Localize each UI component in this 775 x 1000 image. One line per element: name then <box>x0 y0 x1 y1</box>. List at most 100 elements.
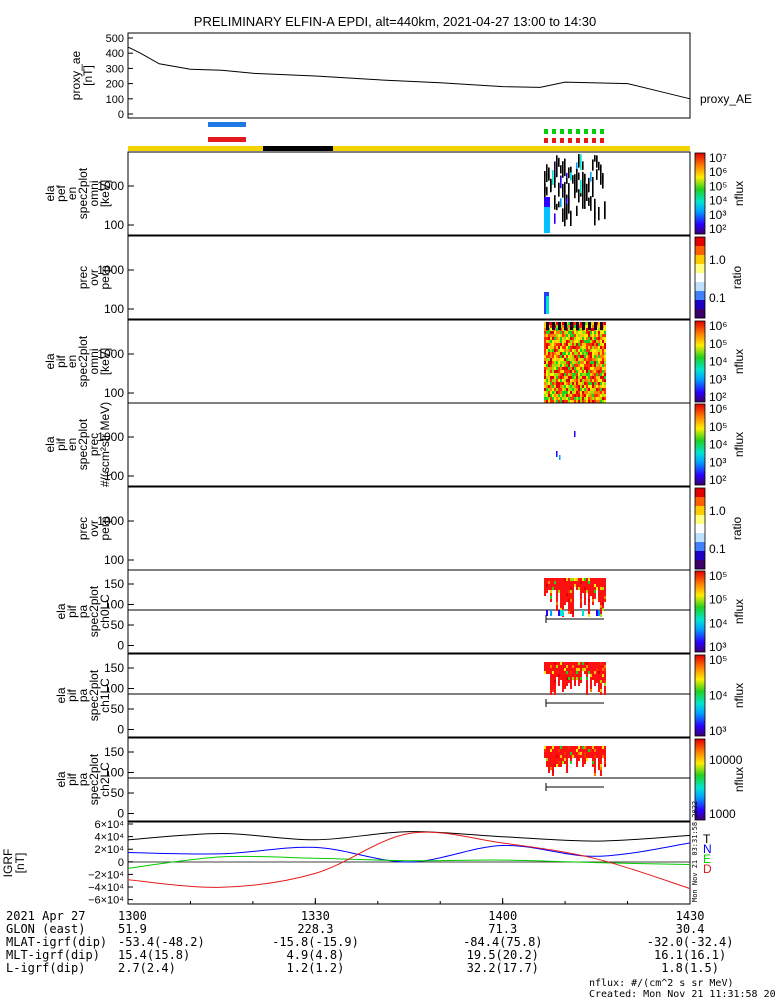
spectrogram-pixel <box>578 189 580 203</box>
spectrogram-pixel <box>592 322 594 325</box>
spectrogram-pixel <box>596 349 598 352</box>
proxy-ae-ytick-label: 100 <box>106 94 124 106</box>
spectrogram-pixel <box>560 581 562 584</box>
spectrogram-pixel <box>588 370 590 373</box>
panel-ylabel-line: #/(scm²str MeV) <box>98 402 112 487</box>
spectrogram-pixel <box>586 752 588 755</box>
spectrogram-pixel <box>562 352 564 355</box>
spectrogram-pixel <box>580 677 582 680</box>
spectrogram-pixel <box>586 394 588 397</box>
spectrogram-pixel <box>572 668 574 671</box>
spectrogram-pixel <box>570 331 572 334</box>
spectrogram-pixel <box>576 367 578 370</box>
spectrogram-pixel <box>556 749 558 752</box>
spectrogram-pixel <box>572 370 574 373</box>
proxy-ae-frame <box>127 32 691 119</box>
spectrogram-pixel <box>592 343 594 346</box>
spectrogram-pixel <box>586 370 588 373</box>
red-marker-bar <box>208 137 246 142</box>
spectrogram-pixel <box>564 394 566 397</box>
spectrogram-pixel <box>596 581 598 584</box>
spectrogram-pixel <box>592 340 594 343</box>
spectrogram-pixel <box>594 578 596 581</box>
colorbar-label: nflux <box>732 181 746 206</box>
spectrogram-pixel <box>586 746 588 749</box>
panel-colorbar-frame <box>694 403 706 486</box>
spectrogram-pixel <box>576 755 578 758</box>
spectrogram-pixel <box>564 340 566 343</box>
spectrogram-pixel <box>596 677 598 680</box>
spectrogram-pixel <box>548 581 550 584</box>
spectrogram-pixel <box>598 370 600 373</box>
spectrogram-pixel <box>548 382 550 385</box>
spectrogram-pixel <box>558 758 560 761</box>
spectrogram-pixel <box>544 391 546 394</box>
spectrogram-pixel <box>604 587 606 590</box>
spectrogram-pixel <box>550 749 552 752</box>
spectrogram-pixel <box>584 749 586 752</box>
spectrogram-pixel <box>602 584 604 587</box>
spectrogram-pixel <box>600 370 602 373</box>
spectrogram-pixel <box>558 337 560 340</box>
spectrogram-pixel <box>558 674 560 677</box>
spectrogram-pixel <box>548 346 550 349</box>
spectrogram-pixel <box>586 584 588 587</box>
spectrogram-pixel <box>604 391 606 394</box>
panel-elx-pif-pa-ch2: elapifpaspec2plotch2LC150100500100001000… <box>54 737 746 822</box>
spectrogram-pixel <box>560 340 562 343</box>
spectrogram-pixel <box>596 752 598 755</box>
spectrogram-pixel <box>548 752 550 755</box>
spectrogram-pixel <box>590 352 592 355</box>
spectrogram-pixel <box>584 373 586 376</box>
panel-ylabel-line: pef <box>54 184 68 201</box>
panel-ytick-label: 50 <box>111 702 125 716</box>
spectrogram-pixel <box>544 183 546 192</box>
panel-ylabel-line: ela <box>54 771 68 787</box>
spectrogram-pixel <box>560 749 562 752</box>
spectrogram-pixel <box>562 328 564 331</box>
panel-ytick-label: 100 <box>104 598 124 612</box>
spectrogram-pixel <box>554 195 556 210</box>
spectrogram-pixel <box>550 689 552 692</box>
spectrogram-pixel <box>594 331 596 334</box>
spectrogram-pixel <box>576 761 578 764</box>
panel-ytick-label: 100 <box>104 302 124 316</box>
spectrogram-pixel <box>586 671 588 674</box>
spectrogram-pixel <box>578 343 580 346</box>
panel-ytick-label: 50 <box>111 786 125 800</box>
spectrogram-pixel <box>578 394 580 397</box>
spectrogram-pixel <box>548 355 550 358</box>
spectrogram-pixel <box>544 581 546 584</box>
spectrogram-pixel <box>600 668 602 671</box>
spectrogram-pixel <box>596 155 598 168</box>
spectrogram-pixel <box>586 334 588 337</box>
panel-ylabel-line: prec <box>87 433 101 456</box>
spectrogram-pixel <box>598 761 600 764</box>
spectrogram-pixel <box>586 373 588 376</box>
spectrogram-pixel <box>594 755 596 758</box>
spectrogram-pixel <box>596 361 598 364</box>
spectrogram-pixel <box>558 385 560 388</box>
spectrogram-pixel <box>564 668 566 671</box>
spectrogram-pixel <box>560 334 562 337</box>
spectrogram-pixel <box>598 767 600 770</box>
spectrogram-pixel <box>580 382 582 385</box>
panel-ytick-label: 150 <box>104 577 124 591</box>
proxy-ae-ytick-label: 400 <box>106 48 124 60</box>
spectrogram-pixel <box>562 590 564 593</box>
spectrogram-pixel <box>572 346 574 349</box>
spectrogram-pixel <box>582 349 584 352</box>
spectrogram-pixel <box>598 385 600 388</box>
spectrogram-pixel <box>592 328 594 331</box>
spectrogram-pixel <box>580 581 582 584</box>
spectrogram-pixel <box>554 373 556 376</box>
spectrogram-pixel <box>560 364 562 367</box>
spectrogram-pixel <box>560 662 562 665</box>
panel-ytick-label: 150 <box>104 661 124 675</box>
spectrogram-pixel <box>604 683 606 686</box>
green-dash <box>584 129 588 134</box>
footer-row-value: 228.3 <box>297 922 334 936</box>
spectrogram-pixel <box>560 602 562 605</box>
igrf-ytick-label: −2×10⁴ <box>88 869 124 881</box>
